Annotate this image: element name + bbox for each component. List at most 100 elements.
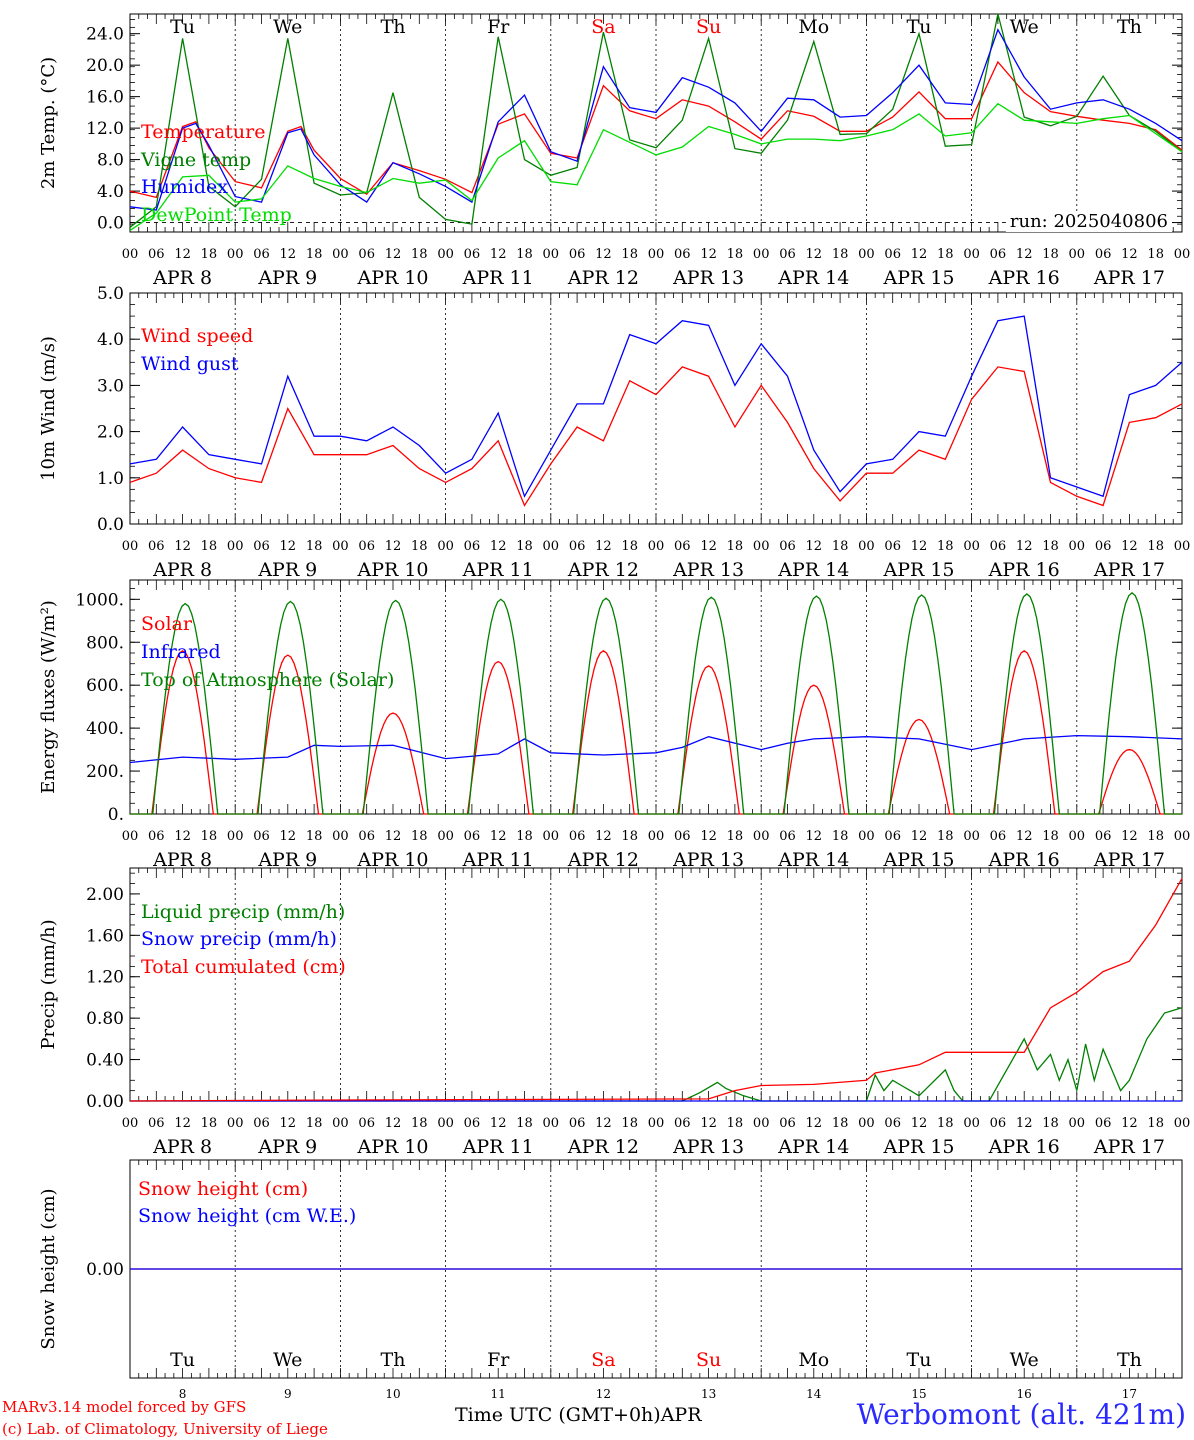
x-hour-label: 12 bbox=[1016, 539, 1033, 554]
x-hour-label: 06 bbox=[884, 829, 901, 844]
day-name-label: Su bbox=[696, 1349, 721, 1371]
y-tick-label: 24.0 bbox=[86, 25, 124, 45]
x-hour-label: 00 bbox=[227, 1116, 244, 1131]
x-date-label: APR 14 bbox=[777, 267, 849, 289]
x-hour-label: 12 bbox=[174, 1116, 191, 1131]
x-hour-label: 06 bbox=[148, 829, 165, 844]
x-axis-title: Time UTC (GMT+0h)APR bbox=[455, 1404, 702, 1426]
x-hour-label: 12 bbox=[1016, 1116, 1033, 1131]
x-hour-label: 12 bbox=[700, 247, 717, 262]
y-tick-label: 0.0 bbox=[97, 214, 124, 234]
x-hour-label: 00 bbox=[858, 829, 875, 844]
x-hour-label: 06 bbox=[253, 829, 270, 844]
x-hour-label: 18 bbox=[201, 247, 218, 262]
x-hour-label: 00 bbox=[963, 829, 980, 844]
y-tick-label: 1.0 bbox=[97, 469, 124, 489]
day-name-label: Fr bbox=[487, 1349, 510, 1371]
x-hour-label: 18 bbox=[411, 1116, 428, 1131]
x-hour-label: 12 bbox=[174, 247, 191, 262]
x-hour-label: 06 bbox=[358, 247, 375, 262]
x-hour-label: 06 bbox=[253, 247, 270, 262]
series-line-dewpoint-temp bbox=[129, 102, 1183, 231]
x-date-label: APR 17 bbox=[1093, 849, 1165, 871]
x-hour-label: 12 bbox=[806, 1116, 823, 1131]
x-hour-label: 12 bbox=[595, 247, 612, 262]
x-hour-label: 18 bbox=[1147, 1116, 1164, 1131]
x-date-label: APR 15 bbox=[882, 849, 954, 871]
x-hour-label: 00 bbox=[858, 1116, 875, 1131]
x-hour-label: 12 bbox=[1016, 247, 1033, 262]
x-hour-label: 12 bbox=[595, 829, 612, 844]
x-hour-label: 00 bbox=[227, 539, 244, 554]
x-hour-label: 06 bbox=[884, 539, 901, 554]
x-hour-label: 00 bbox=[437, 1116, 454, 1131]
x-hour-label: 06 bbox=[990, 539, 1007, 554]
x-hour-label: 00 bbox=[227, 829, 244, 844]
x-date-label: APR 17 bbox=[1093, 559, 1165, 581]
day-date-label: 14 bbox=[806, 1387, 822, 1401]
x-hour-label: 18 bbox=[621, 829, 638, 844]
x-hour-label: 00 bbox=[963, 539, 980, 554]
day-name-label: Tu bbox=[170, 16, 195, 38]
y-axis-label: 2m Temp. (°C) bbox=[38, 57, 59, 189]
x-hour-label: 06 bbox=[148, 247, 165, 262]
y-tick-label: 4.0 bbox=[97, 330, 124, 350]
x-date-label: APR 17 bbox=[1093, 1136, 1165, 1158]
x-hour-label: 06 bbox=[779, 1116, 796, 1131]
x-date-label: APR 14 bbox=[777, 559, 849, 581]
x-hour-label: 00 bbox=[543, 829, 560, 844]
x-date-label: APR 16 bbox=[988, 559, 1060, 581]
y-axis-label: Precip (mm/h) bbox=[38, 919, 59, 1049]
day-name-label: Th bbox=[381, 1349, 406, 1371]
x-hour-label: 06 bbox=[253, 1116, 270, 1131]
x-hour-label: 12 bbox=[490, 247, 507, 262]
legend-entry: Total cumulated (cm) bbox=[141, 956, 346, 978]
x-hour-label: 06 bbox=[884, 247, 901, 262]
x-hour-label: 00 bbox=[227, 247, 244, 262]
legend-entry: Wind speed bbox=[141, 325, 253, 347]
legend-entry: Infrared bbox=[141, 641, 221, 663]
y-tick-label: 20.0 bbox=[86, 56, 124, 76]
y-tick-label: 0.0 bbox=[97, 515, 124, 535]
day-date-label: 10 bbox=[385, 1387, 400, 1401]
x-hour-label: 12 bbox=[1121, 829, 1138, 844]
x-hour-label: 18 bbox=[727, 829, 744, 844]
day-date-label: 8 bbox=[179, 1387, 187, 1401]
x-hour-label: 06 bbox=[358, 539, 375, 554]
day-date-label: 9 bbox=[284, 1387, 292, 1401]
x-date-label: APR 10 bbox=[356, 559, 428, 581]
x-date-label: APR 16 bbox=[988, 267, 1060, 289]
x-hour-label: 12 bbox=[911, 1116, 928, 1131]
series-line-wind-gust bbox=[129, 315, 1183, 498]
x-hour-label: 12 bbox=[1121, 1116, 1138, 1131]
x-date-label: APR 15 bbox=[882, 267, 954, 289]
x-hour-label: 00 bbox=[1069, 1116, 1086, 1131]
legend-entry: Wind gust bbox=[141, 353, 239, 375]
x-hour-label: 18 bbox=[201, 829, 218, 844]
y-tick-label: 0.00 bbox=[86, 1260, 124, 1280]
series-line-temperature bbox=[129, 60, 1183, 199]
y-tick-label: 200. bbox=[86, 762, 124, 782]
x-hour-label: 18 bbox=[411, 829, 428, 844]
x-hour-label: 12 bbox=[1121, 539, 1138, 554]
x-hour-label: 18 bbox=[621, 247, 638, 262]
x-hour-label: 12 bbox=[385, 1116, 402, 1131]
x-date-label: APR 8 bbox=[152, 267, 212, 289]
y-tick-label: 16.0 bbox=[86, 88, 124, 108]
day-name-label: Mo bbox=[798, 16, 829, 38]
x-hour-label: 18 bbox=[1042, 829, 1059, 844]
y-tick-label: 2.00 bbox=[86, 885, 124, 905]
x-hour-label: 18 bbox=[727, 539, 744, 554]
x-hour-label: 00 bbox=[753, 1116, 770, 1131]
day-name-label: Th bbox=[1117, 16, 1142, 38]
legend-entry: Temperature bbox=[141, 121, 265, 143]
y-tick-label: 5.0 bbox=[97, 284, 124, 304]
x-date-label: APR 12 bbox=[567, 1136, 639, 1158]
day-name-label: Tu bbox=[907, 16, 932, 38]
x-hour-label: 06 bbox=[464, 247, 481, 262]
x-date-label: APR 10 bbox=[356, 267, 428, 289]
x-date-label: APR 14 bbox=[777, 1136, 849, 1158]
x-hour-label: 06 bbox=[990, 1116, 1007, 1131]
x-hour-label: 18 bbox=[411, 247, 428, 262]
